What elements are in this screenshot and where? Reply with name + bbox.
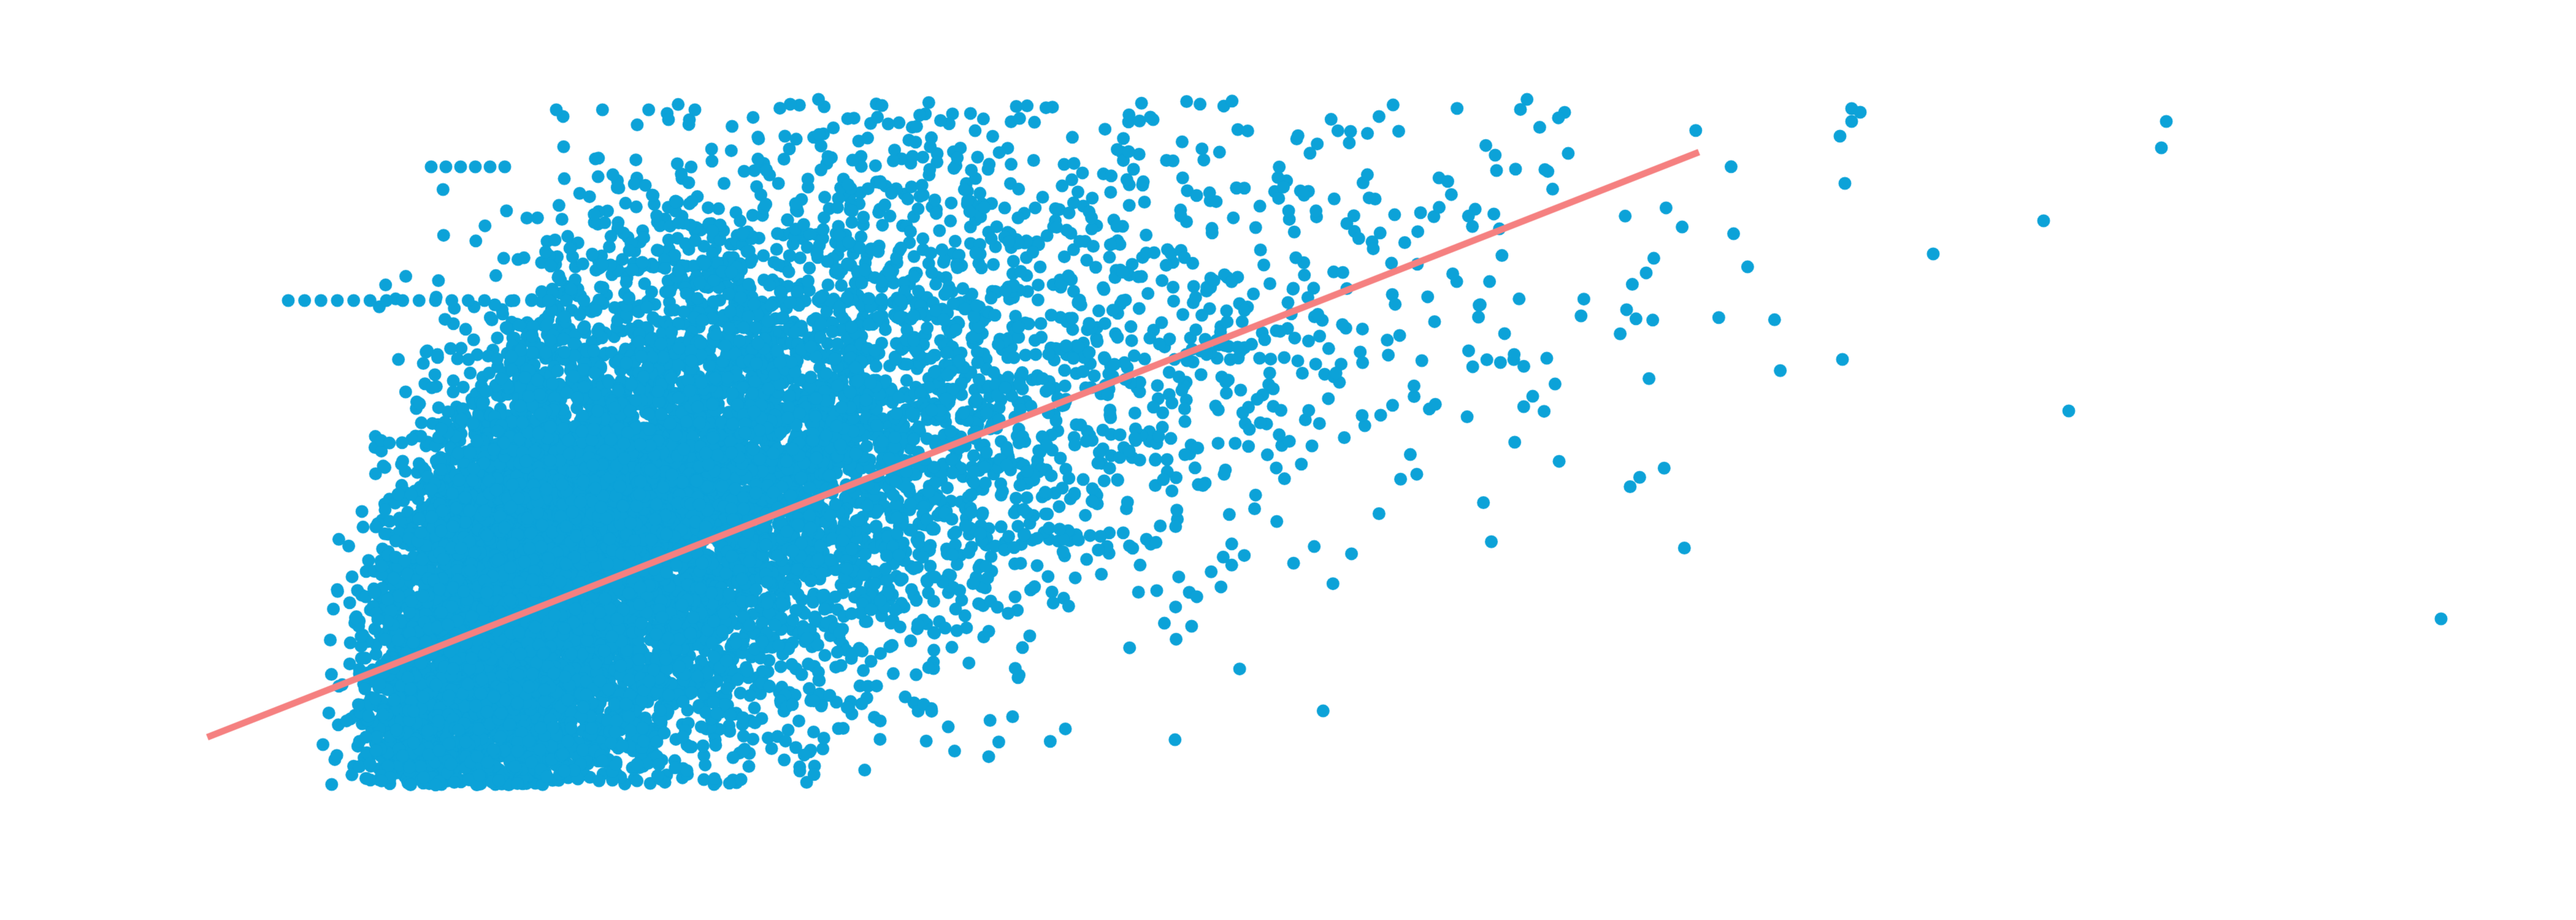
scatter-plot-figure (0, 0, 2576, 920)
scatter-plot-canvas (0, 0, 2576, 920)
